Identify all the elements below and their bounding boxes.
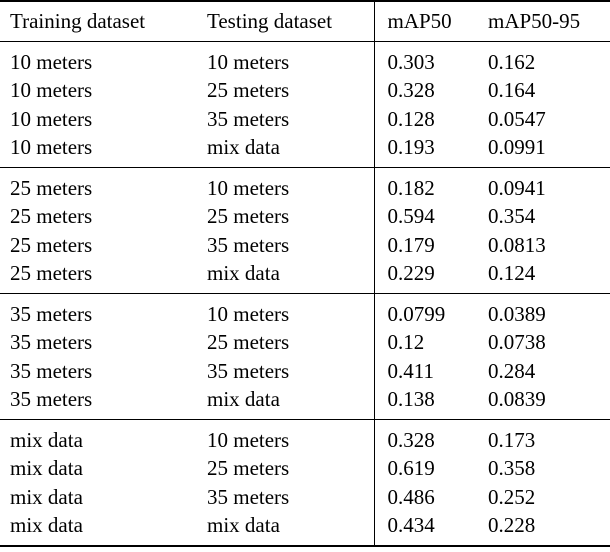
col-header-training-dataset: Training dataset bbox=[0, 1, 197, 42]
cell-map50: 0.138 bbox=[373, 385, 474, 419]
cell-map50: 0.128 bbox=[373, 104, 474, 133]
cell-map50: 0.179 bbox=[373, 230, 474, 259]
cell-testing-dataset: mix data bbox=[207, 513, 280, 537]
cell-testing-dataset: mix data bbox=[207, 135, 280, 159]
cell-map50-95: 0.228 bbox=[488, 513, 536, 537]
table-row: mix data 10 meters 0.328 0.173 bbox=[0, 419, 610, 454]
cell-testing-dataset: mix data bbox=[207, 261, 280, 285]
cell-map50-95: 0.173 bbox=[488, 427, 536, 452]
cell-testing-dataset: 25 meters bbox=[207, 330, 290, 354]
cell-training-dataset: 10 meters bbox=[10, 78, 93, 102]
cell-map50: 0.594 bbox=[373, 202, 474, 231]
row-group: mix data 10 meters 0.328 0.173 mix data 25 me… bbox=[0, 419, 610, 546]
cell-testing-dataset: 35 meters bbox=[207, 358, 290, 383]
table-row: 25 meters 10 meters 0.182 0.0941 bbox=[0, 167, 610, 202]
cell-training-dataset: mix data bbox=[10, 427, 83, 452]
cell-training-dataset: 25 meters bbox=[10, 175, 93, 200]
table-row: mix data 25 meters 0.619 0.358 bbox=[0, 454, 610, 483]
cell-testing-dataset: 25 meters bbox=[207, 78, 290, 102]
cell-map50-95: 0.124 bbox=[488, 261, 536, 285]
table-row: 10 meters 10 meters 0.303 0.162 bbox=[0, 41, 610, 76]
cell-map50-95: 0.252 bbox=[488, 484, 536, 509]
cell-training-dataset: 10 meters bbox=[10, 106, 93, 131]
cell-map50: 0.182 bbox=[373, 167, 474, 202]
cell-map50: 0.411 bbox=[373, 356, 474, 385]
cell-training-dataset: 10 meters bbox=[10, 49, 93, 74]
cell-testing-dataset: 10 meters bbox=[207, 175, 290, 200]
cell-map50: 0.229 bbox=[373, 259, 474, 293]
cell-testing-dataset: 10 meters bbox=[207, 301, 290, 326]
cell-training-dataset: mix data bbox=[10, 456, 83, 480]
header-row: Training dataset Testing dataset mAP50 m… bbox=[0, 1, 610, 42]
cell-training-dataset: 35 meters bbox=[10, 358, 93, 383]
table-row: 35 meters mix data 0.138 0.0839 bbox=[0, 385, 610, 419]
col-header-map50-95: mAP50-95 bbox=[474, 1, 610, 42]
cell-map50-95: 0.0389 bbox=[488, 301, 546, 326]
cell-map50: 0.328 bbox=[373, 76, 474, 105]
cell-training-dataset: mix data bbox=[10, 513, 83, 537]
table-row: 35 meters 35 meters 0.411 0.284 bbox=[0, 356, 610, 385]
cell-testing-dataset: 35 meters bbox=[207, 106, 290, 131]
cell-map50: 0.434 bbox=[373, 511, 474, 546]
col-header-map50: mAP50 bbox=[373, 1, 474, 42]
cell-training-dataset: mix data bbox=[10, 484, 83, 509]
row-group: 10 meters 10 meters 0.303 0.162 10 meters 25 … bbox=[0, 41, 610, 167]
cell-map50: 0.0799 bbox=[373, 293, 474, 328]
cell-map50-95: 0.284 bbox=[488, 358, 536, 383]
table-row: 35 meters 10 meters 0.0799 0.0389 bbox=[0, 293, 610, 328]
cell-map50-95: 0.358 bbox=[488, 456, 536, 480]
cell-testing-dataset: 10 meters bbox=[207, 49, 290, 74]
table-row: 25 meters 35 meters 0.179 0.0813 bbox=[0, 230, 610, 259]
cell-map50-95: 0.0991 bbox=[488, 135, 546, 159]
cell-map50-95: 0.162 bbox=[488, 49, 536, 74]
cell-map50-95: 0.0813 bbox=[488, 232, 546, 257]
cell-testing-dataset: 10 meters bbox=[207, 427, 290, 452]
cell-map50-95: 0.0839 bbox=[488, 387, 546, 411]
cell-map50: 0.619 bbox=[373, 454, 474, 483]
row-group: 35 meters 10 meters 0.0799 0.0389 35 meters 2… bbox=[0, 293, 610, 419]
table-row: mix data 35 meters 0.486 0.252 bbox=[0, 482, 610, 511]
cell-map50: 0.328 bbox=[373, 419, 474, 454]
cell-map50: 0.303 bbox=[373, 41, 474, 76]
cell-training-dataset: 25 meters bbox=[10, 204, 93, 228]
cell-map50-95: 0.0941 bbox=[488, 175, 546, 200]
table-row: 10 meters mix data 0.193 0.0991 bbox=[0, 133, 610, 167]
table-row: 35 meters 25 meters 0.12 0.0738 bbox=[0, 328, 610, 357]
cell-training-dataset: 35 meters bbox=[10, 301, 93, 326]
table-row: 25 meters 25 meters 0.594 0.354 bbox=[0, 202, 610, 231]
cell-training-dataset: 25 meters bbox=[10, 261, 93, 285]
cell-training-dataset: 25 meters bbox=[10, 232, 93, 257]
cell-testing-dataset: 35 meters bbox=[207, 484, 290, 509]
cell-map50-95: 0.354 bbox=[488, 204, 536, 228]
table-row: 25 meters mix data 0.229 0.124 bbox=[0, 259, 610, 293]
table-row: 10 meters 35 meters 0.128 0.0547 bbox=[0, 104, 610, 133]
cell-training-dataset: 35 meters bbox=[10, 387, 93, 411]
cell-map50: 0.486 bbox=[373, 482, 474, 511]
cell-map50: 0.193 bbox=[373, 133, 474, 167]
cell-testing-dataset: mix data bbox=[207, 387, 280, 411]
cell-testing-dataset: 25 meters bbox=[207, 456, 290, 480]
table-row: mix data mix data 0.434 0.228 bbox=[0, 511, 610, 546]
cell-map50: 0.12 bbox=[373, 328, 474, 357]
cell-testing-dataset: 25 meters bbox=[207, 204, 290, 228]
cell-training-dataset: 35 meters bbox=[10, 330, 93, 354]
cell-map50-95: 0.0547 bbox=[488, 106, 546, 131]
cell-testing-dataset: 35 meters bbox=[207, 232, 290, 257]
table-row: 10 meters 25 meters 0.328 0.164 bbox=[0, 76, 610, 105]
cell-map50-95: 0.164 bbox=[488, 78, 536, 102]
row-group: 25 meters 10 meters 0.182 0.0941 25 meters 25… bbox=[0, 167, 610, 293]
cell-map50-95: 0.0738 bbox=[488, 330, 546, 354]
col-header-testing-dataset: Testing dataset bbox=[197, 1, 374, 42]
table-header: Training dataset Testing dataset mAP50 m… bbox=[0, 1, 610, 42]
cell-training-dataset: 10 meters bbox=[10, 135, 93, 159]
